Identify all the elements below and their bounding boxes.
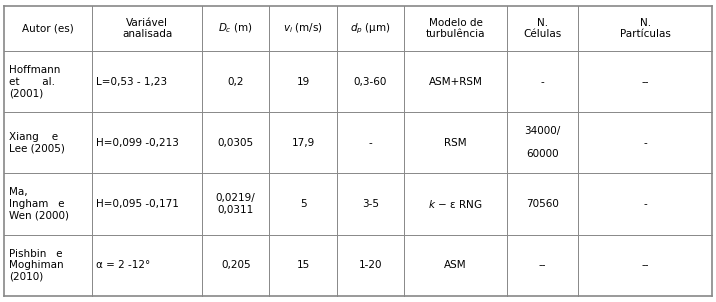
Text: -: -: [541, 77, 544, 87]
Text: N.
Partículas: N. Partículas: [619, 18, 670, 39]
Text: 70560: 70560: [526, 199, 558, 209]
Text: Variável
analisada: Variável analisada: [122, 18, 173, 39]
Text: -: -: [643, 138, 647, 148]
Text: --: --: [642, 77, 649, 87]
Text: Hoffmann
et       al.
(2001): Hoffmann et al. (2001): [9, 65, 61, 98]
Text: ASM: ASM: [444, 260, 467, 270]
Text: 3-5: 3-5: [362, 199, 379, 209]
Text: -: -: [643, 199, 647, 209]
Text: Xiang    e
Lee (2005): Xiang e Lee (2005): [9, 132, 65, 154]
Text: $D_c$ (m): $D_c$ (m): [218, 22, 253, 35]
Text: --: --: [642, 260, 649, 270]
Text: ASM+RSM: ASM+RSM: [429, 77, 483, 87]
Text: RSM: RSM: [444, 138, 467, 148]
Text: $k$ − ε RNG: $k$ − ε RNG: [428, 198, 483, 210]
Text: 34000/

60000: 34000/ 60000: [524, 126, 561, 159]
Text: 0,0305: 0,0305: [218, 138, 253, 148]
Text: Ma,
Ingham   e
Wen (2000): Ma, Ingham e Wen (2000): [9, 188, 69, 221]
Text: H=0,095 -0,171: H=0,095 -0,171: [96, 199, 178, 209]
Text: α = 2 -12°: α = 2 -12°: [96, 260, 150, 270]
Text: 1-20: 1-20: [359, 260, 382, 270]
Text: 0,205: 0,205: [221, 260, 251, 270]
Text: Modelo de
turbulência: Modelo de turbulência: [426, 18, 485, 39]
Text: 17,9: 17,9: [291, 138, 315, 148]
Text: 0,2: 0,2: [228, 77, 244, 87]
Text: 0,3-60: 0,3-60: [354, 77, 387, 87]
Text: -: -: [369, 138, 372, 148]
Text: Pishbin   e
Moghiman
(2010): Pishbin e Moghiman (2010): [9, 249, 64, 282]
Text: $v_i$ (m/s): $v_i$ (m/s): [283, 22, 323, 35]
Text: 15: 15: [296, 260, 310, 270]
Text: N.
Células: N. Células: [523, 18, 561, 39]
Text: Autor (es): Autor (es): [22, 24, 74, 34]
Text: 0,0219/
0,0311: 0,0219/ 0,0311: [216, 193, 256, 215]
Text: L=0,53 - 1,23: L=0,53 - 1,23: [96, 77, 167, 87]
Text: H=0,099 -0,213: H=0,099 -0,213: [96, 138, 178, 148]
Text: $d_p$ (μm): $d_p$ (μm): [350, 21, 391, 36]
Text: --: --: [538, 260, 546, 270]
Text: 19: 19: [296, 77, 310, 87]
Text: 5: 5: [300, 199, 306, 209]
